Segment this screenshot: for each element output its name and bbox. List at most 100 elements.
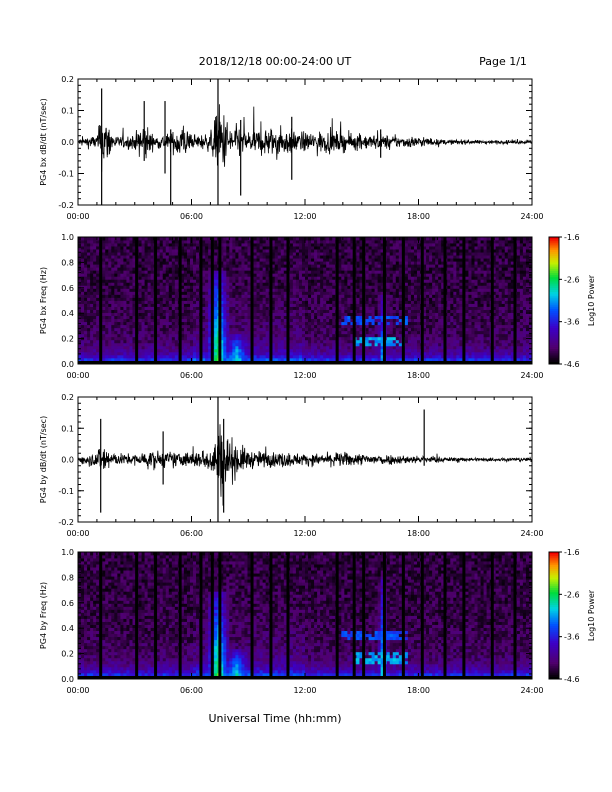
spectrogram-cell xyxy=(347,327,351,332)
spectrogram-cell xyxy=(398,240,403,244)
spectrogram-cell xyxy=(159,264,164,268)
spectrogram-cell xyxy=(344,291,348,295)
spectrogram-cell xyxy=(308,267,312,271)
spectrogram-cell xyxy=(320,312,324,317)
spectrogram-cell xyxy=(329,285,333,289)
spectrogram-cell xyxy=(223,354,227,359)
spectrogram-cell xyxy=(311,267,315,271)
spectrogram-cell xyxy=(295,318,300,323)
spectrogram-cell xyxy=(253,318,257,323)
spectrogram-cell xyxy=(168,348,173,353)
spectrogram-cell xyxy=(81,237,85,241)
spectrogram-cell xyxy=(105,267,109,271)
spectrogram-cell xyxy=(229,357,233,362)
spectrogram-cell xyxy=(220,342,224,347)
spectrogram-cell xyxy=(289,351,294,356)
spectrogram-cell xyxy=(371,261,376,265)
spectrogram-cell xyxy=(126,276,130,280)
spectrogram-cell xyxy=(289,258,294,262)
spectrogram-cell xyxy=(226,267,230,271)
spectrogram-cell xyxy=(314,321,318,326)
spectrogram-cell xyxy=(138,237,142,241)
spectrogram-cell xyxy=(193,279,197,283)
spectrogram-cell xyxy=(271,339,276,344)
spectrogram-cell xyxy=(241,357,245,362)
spectrogram-cell xyxy=(298,357,303,362)
spectrogram-cell xyxy=(317,282,321,286)
spectrogram-cell xyxy=(292,255,297,259)
spectrogram-cell xyxy=(341,324,345,329)
spectrogram-cell xyxy=(341,255,345,259)
spectrogram-cell xyxy=(223,291,227,295)
spectrogram-cell xyxy=(380,249,385,253)
spectrogram-cell xyxy=(141,270,145,274)
spectrogram-cell xyxy=(159,345,164,350)
spectrogram-cell xyxy=(338,240,342,244)
spectrogram-cell xyxy=(317,348,321,353)
spectrogram-cell xyxy=(341,279,345,283)
x-tick-label: 06:00 xyxy=(180,212,203,221)
spectrogram-cell xyxy=(241,300,245,304)
spectrogram-cell xyxy=(320,348,324,353)
spectrogram-cell xyxy=(386,276,391,280)
spectrogram-cell xyxy=(78,279,82,283)
spectrogram-cell xyxy=(90,342,94,347)
spectrogram-cell xyxy=(114,357,118,362)
spectrogram-cell xyxy=(374,315,379,320)
spectrogram-cell xyxy=(244,321,248,326)
spectrogram-cell xyxy=(120,261,124,265)
spectrogram-cell xyxy=(368,333,372,338)
spectrogram-cell xyxy=(214,342,218,347)
spectrogram-cell xyxy=(356,258,360,262)
spectrogram-cell xyxy=(138,348,142,353)
spectrogram-cell xyxy=(235,243,239,247)
spectrogram-cell xyxy=(416,300,421,304)
spectrogram-cell xyxy=(274,315,279,320)
spectrogram-cell xyxy=(208,249,212,253)
spectrogram-cell xyxy=(395,267,400,271)
spectrogram-cell xyxy=(208,303,212,307)
spectrogram-cell xyxy=(96,303,100,307)
spectrogram-cell xyxy=(196,249,200,253)
spectrogram-cell xyxy=(129,246,133,250)
spectrogram-cell xyxy=(244,306,248,310)
spectrogram-cell xyxy=(180,336,185,341)
spectrogram-cell xyxy=(404,258,409,262)
spectrogram-cell xyxy=(359,324,363,329)
spectrogram-cell xyxy=(120,321,124,326)
spectrogram-cell xyxy=(189,309,194,313)
spectrogram-cell xyxy=(214,267,218,271)
spectrogram-cell xyxy=(90,345,94,350)
spectrogram-cell xyxy=(102,282,106,286)
spectrogram-cell xyxy=(289,324,294,329)
spectrogram-cell xyxy=(168,342,173,347)
spectrogram-cell xyxy=(229,246,233,250)
spectrogram-cell xyxy=(229,264,233,268)
spectrogram-cell xyxy=(404,342,409,347)
spectrogram-cell xyxy=(223,267,227,271)
spectrogram-cell xyxy=(168,303,173,307)
spectrogram-cell xyxy=(407,258,412,262)
spectrogram-cell xyxy=(183,240,188,244)
spectrogram-cell xyxy=(259,300,264,304)
spectrogram-cell xyxy=(289,345,294,350)
spectrogram-cell xyxy=(223,321,227,326)
spectrogram-cell xyxy=(292,348,297,353)
spectrogram-cell xyxy=(162,237,167,241)
spectrogram-cell xyxy=(410,324,415,329)
spectrogram-cell xyxy=(144,342,149,347)
spectrogram-cell xyxy=(404,336,409,341)
spectrogram-cell xyxy=(247,357,251,362)
spectrogram-cell xyxy=(407,336,412,341)
spectrogram-cell xyxy=(102,300,106,304)
spectrogram-cell xyxy=(87,291,91,295)
spectrogram-cell xyxy=(395,357,400,362)
spectrogram-cell xyxy=(374,252,379,256)
spectrogram-cell xyxy=(271,273,276,277)
spectrogram-cell xyxy=(183,309,188,313)
spectrogram-cell xyxy=(220,300,224,304)
spectrogram-cell xyxy=(416,276,421,280)
spectrogram-cell xyxy=(244,249,248,253)
spectrogram-cell xyxy=(341,330,345,335)
spectrogram-cell xyxy=(141,342,145,347)
